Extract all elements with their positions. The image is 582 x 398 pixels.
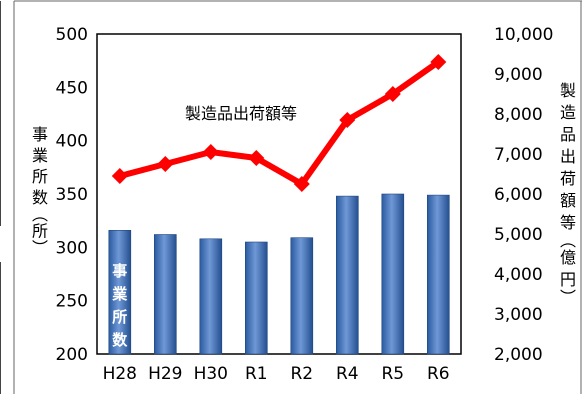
bar xyxy=(335,195,359,355)
bar xyxy=(199,238,223,355)
y-right-tick-label: 10,000 xyxy=(494,25,553,45)
y-right-tick-label: 4,000 xyxy=(494,265,543,285)
x-tick-label: R2 xyxy=(290,364,313,384)
line-path xyxy=(119,59,441,188)
y-right-tick-label: 5,000 xyxy=(494,225,543,245)
y-left-tick-label: 300 xyxy=(56,238,88,258)
y-left-tick-label: 450 xyxy=(56,78,88,98)
line-series xyxy=(111,54,447,192)
y-left-tick-label: 500 xyxy=(56,25,88,45)
axis-ticks: 200 250 300 350 400 450 500 2,000 3,000 4,000 5,00… xyxy=(56,25,554,384)
line-series-label: 製造品出荷額等 xyxy=(185,104,297,123)
line-point xyxy=(339,112,356,128)
y-left-tick-label: 350 xyxy=(56,185,88,205)
y-axis-left-title: 事業所数︵所︶ xyxy=(32,125,48,258)
x-tick-label: R5 xyxy=(381,364,404,384)
line-point xyxy=(157,156,174,172)
bar xyxy=(154,234,177,355)
y-right-tick-label: 9,000 xyxy=(494,65,543,85)
x-tick-label: H29 xyxy=(148,364,182,384)
x-tick-label: H28 xyxy=(103,364,137,384)
x-tick-label: R4 xyxy=(336,364,359,384)
bar xyxy=(290,237,314,355)
line-point xyxy=(202,144,219,160)
y-right-tick-label: 8,000 xyxy=(494,105,543,125)
line-point xyxy=(293,176,310,192)
y-left-tick-label: 200 xyxy=(56,345,88,365)
y-right-tick-label: 6,000 xyxy=(494,185,543,205)
bar-series xyxy=(108,193,450,355)
line-point xyxy=(111,168,128,184)
y-left-tick-label: 400 xyxy=(56,132,88,152)
line-point xyxy=(384,86,401,102)
y-right-tick-label: 7,000 xyxy=(494,145,543,165)
line-point xyxy=(248,150,265,166)
bar xyxy=(381,193,405,355)
y-axis-right-title: 製造品出荷額等︵億円︶ xyxy=(560,81,576,307)
x-tick-label: H30 xyxy=(194,364,228,384)
y-right-tick-label: 2,000 xyxy=(494,345,543,365)
bar xyxy=(245,241,268,355)
x-tick-label: R1 xyxy=(245,364,268,384)
bar xyxy=(426,194,450,355)
x-tick-label: R6 xyxy=(427,364,450,384)
line-point xyxy=(430,54,447,70)
y-left-tick-label: 250 xyxy=(56,292,88,312)
plot-frame xyxy=(96,33,462,355)
y-right-tick-label: 3,000 xyxy=(494,305,543,325)
bar-series-label: 事業所数 xyxy=(111,262,128,349)
bar xyxy=(108,230,132,355)
